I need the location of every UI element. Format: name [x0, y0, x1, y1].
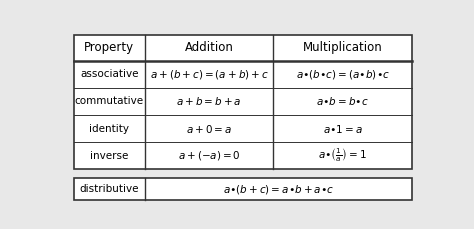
Text: $a{\bullet}(b{\bullet}c)=(a{\bullet}b){\bullet}c$: $a{\bullet}(b{\bullet}c)=(a{\bullet}b){\…	[296, 68, 390, 81]
Bar	[74, 178, 412, 200]
Text: $a+(b+c)=(a+b)+c$: $a+(b+c)=(a+b)+c$	[150, 68, 269, 81]
Text: $a+(-a)=0$: $a+(-a)=0$	[178, 149, 240, 162]
Text: inverse: inverse	[90, 151, 128, 161]
Text: Multiplication: Multiplication	[303, 41, 383, 54]
Text: commutative: commutative	[75, 96, 144, 106]
Text: $a{\bullet}\left(\frac{1}{a}\right)=1$: $a{\bullet}\left(\frac{1}{a}\right)=1$	[318, 147, 367, 164]
Text: $a{\bullet}(b+c)=a{\bullet}b+a{\bullet}c$: $a{\bullet}(b+c)=a{\bullet}b+a{\bullet}c…	[223, 183, 334, 196]
Text: distributive: distributive	[80, 184, 139, 194]
Text: Property: Property	[84, 41, 135, 54]
Bar	[74, 35, 412, 169]
Text: $a{\bullet}1=a$: $a{\bullet}1=a$	[323, 123, 363, 135]
Text: identity: identity	[90, 124, 129, 134]
Text: $a+0=a$: $a+0=a$	[186, 123, 232, 135]
Text: Addition: Addition	[185, 41, 234, 54]
Text: $a{\bullet}b=b{\bullet}c$: $a{\bullet}b=b{\bullet}c$	[316, 95, 369, 107]
Text: $a+b=b+a$: $a+b=b+a$	[176, 95, 242, 107]
Text: associative: associative	[80, 69, 139, 79]
